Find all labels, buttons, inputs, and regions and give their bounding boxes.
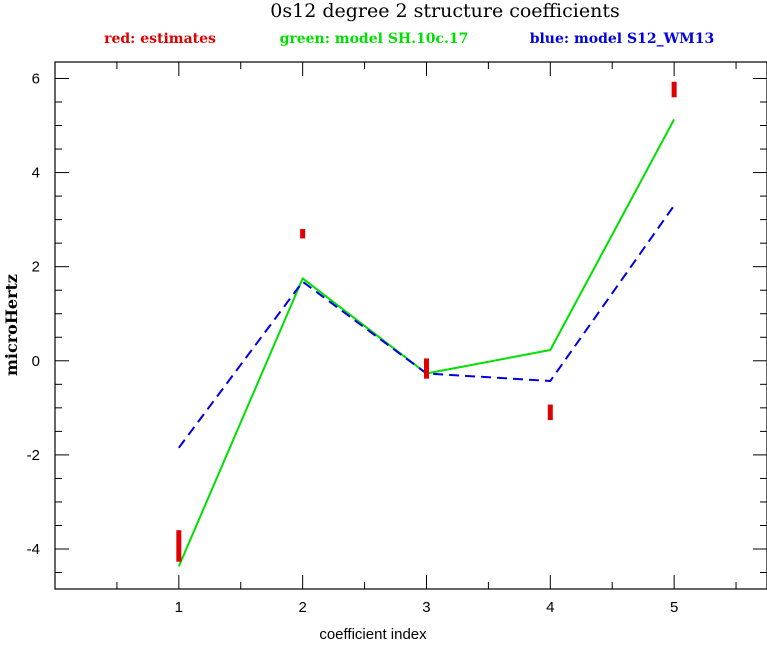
y-tick-label: 6	[32, 70, 40, 87]
x-tick-label: 1	[175, 599, 183, 616]
legend-item-1: red: estimates	[104, 31, 216, 47]
legend-item-3: blue: model S12_WM13	[530, 31, 715, 47]
y-tick-label: -2	[27, 447, 40, 464]
y-tick-label: 4	[32, 165, 40, 182]
axis-ticks: 1 2 3 4 5 -4 -2 0 2 4 6	[27, 62, 767, 616]
series-layer	[177, 118, 675, 567]
series-line-2	[177, 204, 675, 449]
y-tick-label: 2	[32, 259, 40, 276]
chart-title: 0s12 degree 2 structure coefficients	[270, 0, 619, 22]
series-line-1	[177, 118, 675, 567]
x-tick-label: 4	[546, 599, 554, 616]
y-tick-label: 0	[32, 353, 40, 370]
x-tick-label: 5	[670, 599, 678, 616]
estimate-bar	[671, 81, 677, 98]
x-axis-label: coefficient index	[319, 626, 427, 641]
legend: red: estimates green: model SH.10c.17 blue…	[104, 31, 714, 47]
x-tick-label: 2	[298, 599, 306, 616]
estimate-bar	[423, 358, 429, 379]
plot-frame	[54, 61, 767, 590]
legend-item-2: green: model SH.10c.17	[280, 31, 469, 47]
estimate-bar	[300, 229, 306, 239]
x-tick-label: 3	[422, 599, 430, 616]
y-axis-label: microHertz	[2, 274, 21, 376]
estimates-layer	[176, 81, 677, 562]
estimate-bar	[176, 530, 182, 562]
y-tick-label: -4	[27, 541, 40, 558]
estimate-bar	[547, 404, 553, 421]
